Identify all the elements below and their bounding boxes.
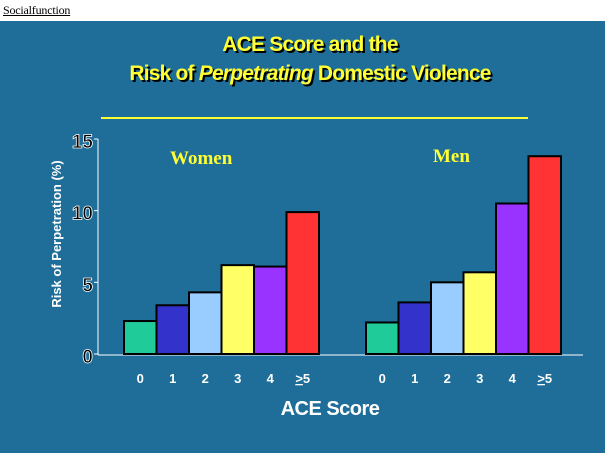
y-tick-label: 15	[72, 132, 94, 153]
bar-women-1	[155, 304, 190, 355]
bar-men-4	[495, 202, 530, 355]
bar-men-1	[397, 301, 432, 355]
y-axis-label: Risk of Perpetration (%)	[49, 160, 64, 307]
series-label-men: Men	[433, 146, 470, 167]
bar-men-5	[527, 155, 562, 355]
title-line2-suffix: Domestic Violence	[312, 62, 492, 85]
bar-men-2	[430, 281, 465, 356]
x-tick-label: 2	[202, 371, 209, 386]
x-tick-label: >5	[295, 371, 310, 386]
x-tick-label: 0	[379, 371, 386, 386]
bar-men-0	[365, 321, 400, 356]
y-tick-label: 0	[82, 347, 93, 368]
x-tick-label: 4	[509, 371, 517, 386]
title-line2-emphasis: Perpetrating	[198, 62, 314, 85]
x-tick-label: 0	[137, 371, 144, 386]
y-tick-label: 10	[72, 204, 93, 225]
y-tick-label: 5	[82, 275, 93, 296]
x-tick-label: 1	[411, 371, 418, 386]
bar-women-0	[123, 320, 158, 355]
slide-title-line1: ACE Score and the	[60, 33, 560, 57]
bar-women-2	[188, 291, 223, 356]
bar-women-5	[285, 211, 320, 355]
x-tick-label: 1	[169, 371, 176, 386]
x-tick-label: 3	[234, 371, 241, 386]
bar-men-3	[462, 271, 497, 355]
title-line1: ACE Score and the	[222, 33, 398, 56]
bar-women-3	[220, 264, 255, 355]
x-tick-label: 2	[444, 371, 451, 386]
title-line2-prefix: Risk of	[129, 62, 199, 85]
bar-women-4	[253, 265, 288, 356]
x-tick-label: 3	[476, 371, 483, 386]
x-axis-label: ACE Score	[281, 398, 380, 420]
title-underline	[101, 117, 528, 119]
header-bar: Socialfunction	[0, 0, 605, 21]
slide-title-line2: Risk of Perpetrating Domestic Violence	[60, 62, 560, 86]
header-label: Socialfunction	[3, 3, 71, 17]
x-tick-label: 4	[267, 371, 275, 386]
series-label-women: Women	[170, 148, 233, 169]
x-tick-label: >5	[537, 371, 552, 386]
